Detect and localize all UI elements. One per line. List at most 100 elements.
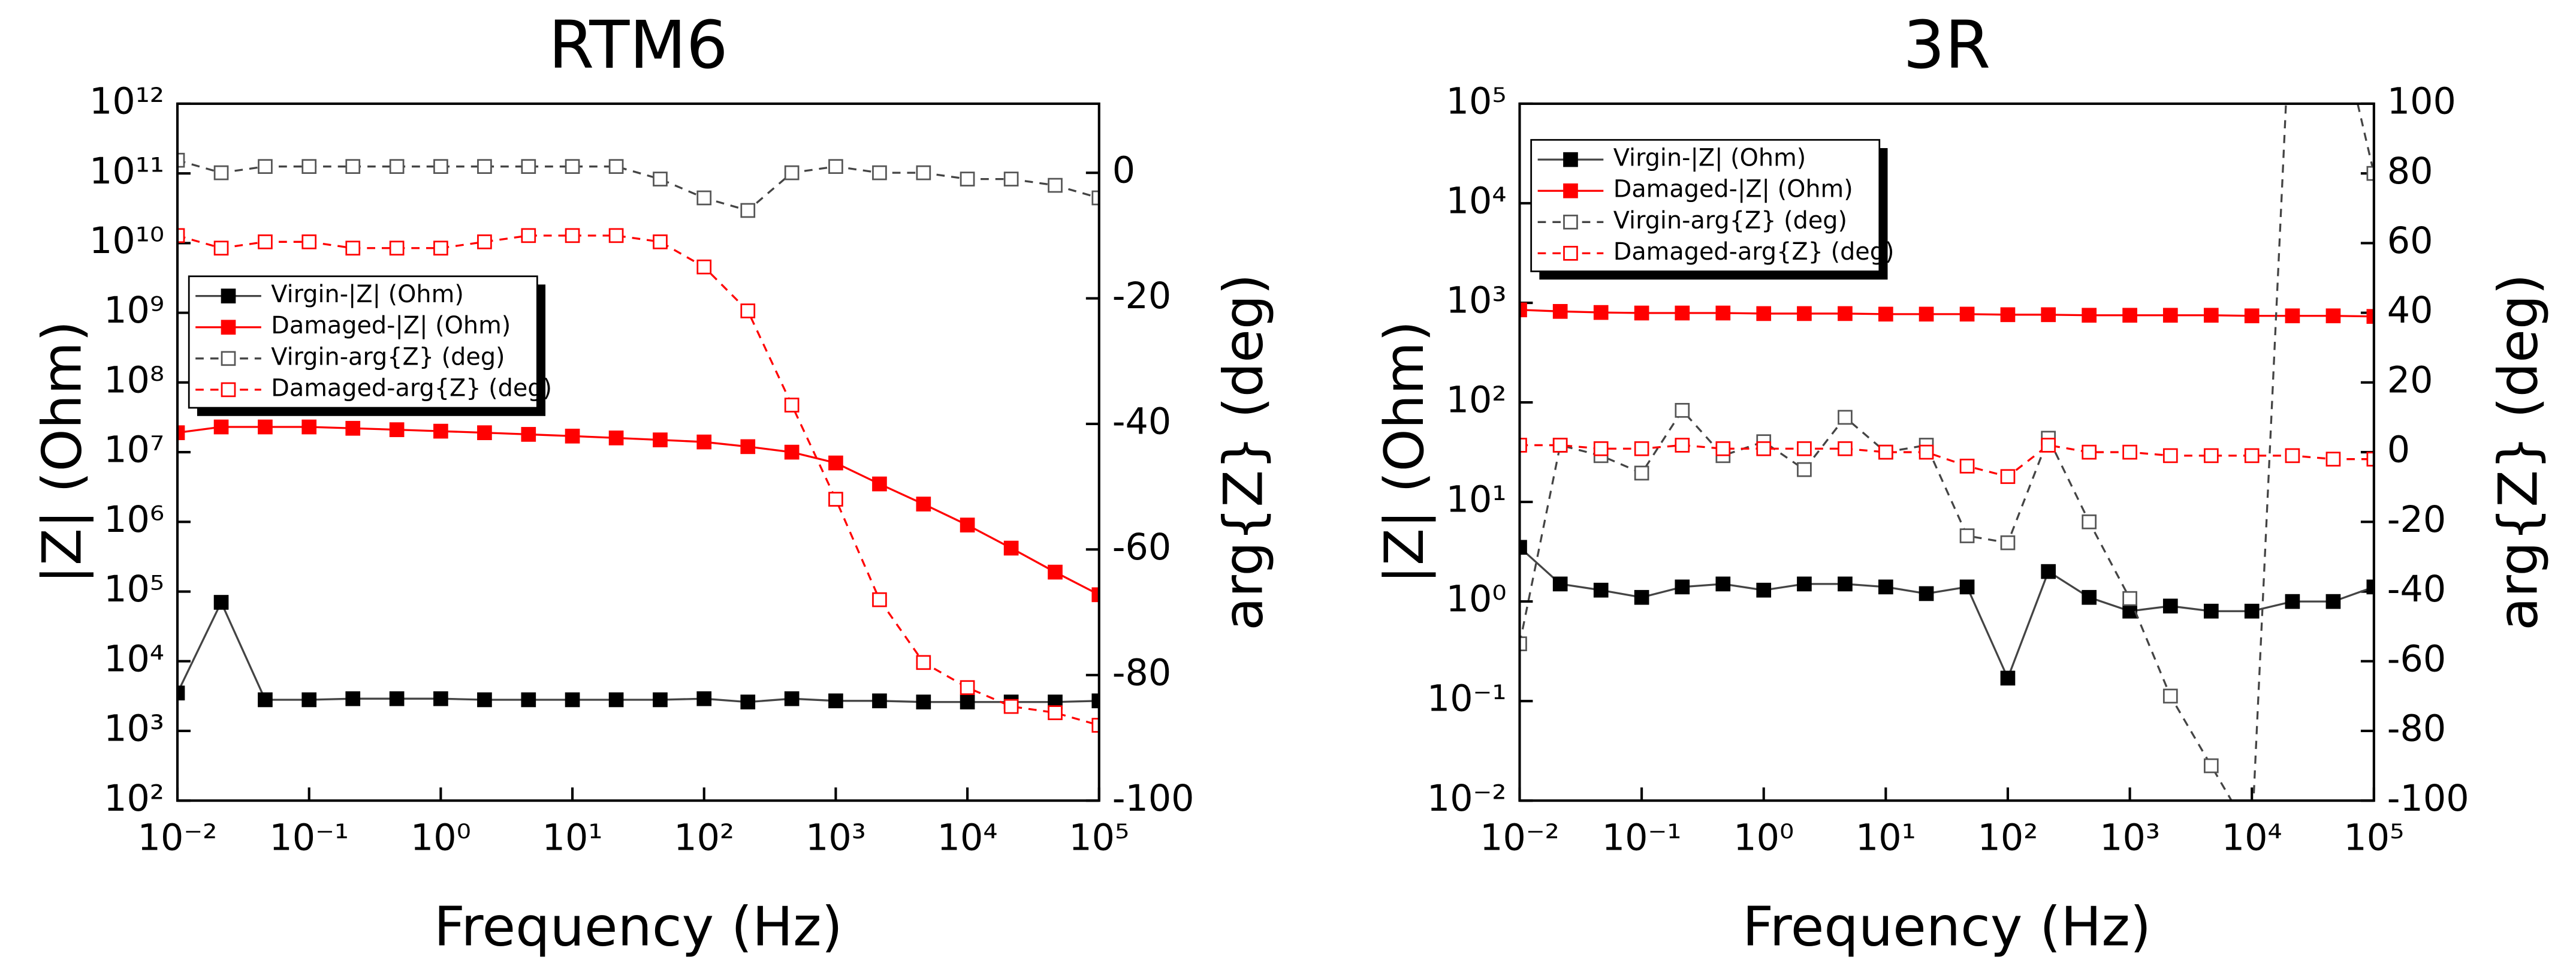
y2-tick-label: 80 — [2387, 151, 2433, 192]
marker — [872, 693, 887, 709]
marker — [1048, 705, 1063, 720]
marker — [1048, 177, 1063, 193]
marker — [2244, 308, 2260, 324]
marker — [1797, 441, 1812, 456]
marker — [2000, 469, 2016, 485]
legend-marker — [221, 288, 236, 303]
marker — [1797, 462, 1812, 477]
marker — [960, 171, 975, 186]
y-tick-label: 10¹ — [1446, 479, 1507, 521]
marker — [2285, 448, 2300, 464]
marker — [872, 476, 887, 492]
marker — [1715, 441, 1731, 456]
marker — [1519, 540, 1527, 555]
legend-marker — [221, 382, 236, 398]
plot-area — [177, 152, 1099, 733]
series-line — [177, 426, 1099, 596]
marker — [1919, 306, 1934, 322]
y2-tick-label: 100 — [2387, 81, 2456, 123]
legend-label: Damaged-|Z| (Ohm) — [271, 312, 511, 339]
chart: RTM6 Frequency (Hz) |Z| (Ohm) arg{Z} (deg) 1… — [31, 7, 1275, 959]
marker — [872, 592, 887, 607]
y-tick-label: 10⁸ — [104, 359, 164, 401]
x-tick-label: 10⁵ — [2343, 817, 2404, 859]
legend-label: Damaged-|Z| (Ohm) — [1613, 176, 1853, 203]
marker — [2082, 514, 2097, 529]
marker — [1756, 582, 1772, 598]
y2-tick-label: -60 — [2387, 638, 2446, 680]
marker — [608, 228, 624, 243]
marker — [433, 691, 448, 706]
marker — [2203, 308, 2219, 323]
marker — [2285, 308, 2300, 324]
marker — [213, 165, 229, 180]
marker — [2041, 307, 2056, 323]
marker — [608, 431, 624, 446]
marker — [2000, 535, 2016, 550]
marker — [2203, 758, 2219, 774]
marker — [608, 159, 624, 174]
marker — [2244, 448, 2260, 464]
marker — [1048, 564, 1063, 580]
marker — [258, 159, 273, 174]
x-tick-label: 10⁻² — [138, 817, 218, 859]
y2-tick-label: -40 — [2387, 568, 2446, 610]
legend-marker — [221, 351, 236, 366]
marker — [740, 439, 756, 455]
marker — [1797, 306, 1812, 321]
chart-title: 3R — [1903, 7, 1990, 83]
marker — [2082, 444, 2097, 460]
x-tick-label: 10⁰ — [1733, 817, 1794, 859]
marker — [521, 427, 536, 442]
legend-label: Virgin-arg{Z} (deg) — [1613, 207, 1847, 234]
y-tick-label: 10⁵ — [104, 568, 164, 610]
marker — [2285, 594, 2300, 609]
series-line — [1519, 309, 2374, 318]
marker — [1593, 582, 1609, 598]
marker — [784, 398, 800, 413]
marker — [521, 159, 536, 174]
marker — [345, 240, 361, 256]
y-tick-label: 10⁰ — [1446, 579, 1507, 621]
marker — [258, 692, 273, 708]
marker — [1552, 438, 1568, 453]
marker — [1003, 171, 1019, 186]
marker — [213, 419, 229, 435]
y2-tick-label: -60 — [1112, 526, 1171, 568]
x-axis-label: Frequency (Hz) — [434, 896, 843, 959]
marker — [1634, 305, 1649, 321]
y2-axis-label: arg{Z} (deg) — [2487, 273, 2550, 630]
marker — [1091, 190, 1099, 206]
y-tick-label: 10¹¹ — [89, 151, 164, 192]
marker — [2162, 598, 2178, 614]
marker — [433, 159, 448, 174]
marker — [1959, 306, 1975, 322]
marker — [213, 595, 229, 610]
marker — [1959, 579, 1975, 595]
marker — [2122, 591, 2137, 606]
marker — [1552, 303, 1568, 319]
marker — [521, 692, 536, 708]
marker — [828, 492, 843, 507]
marker — [301, 692, 317, 708]
series-line — [177, 159, 1099, 212]
y2-tick-label: 40 — [2387, 290, 2433, 332]
series-line — [1519, 444, 2374, 478]
marker — [521, 228, 536, 243]
marker — [2041, 564, 2056, 579]
y-tick-label: 10⁶ — [104, 499, 164, 541]
marker — [608, 692, 624, 708]
marker — [1634, 441, 1649, 456]
y2-tick-label: -20 — [1112, 275, 1171, 317]
legend-marker — [1563, 214, 1578, 230]
marker — [2122, 308, 2137, 323]
marker — [960, 694, 975, 710]
legend-label: Virgin-|Z| (Ohm) — [271, 281, 464, 308]
marker — [784, 444, 800, 460]
marker — [916, 165, 931, 180]
marker — [565, 428, 580, 444]
marker — [2244, 603, 2260, 619]
x-axis-label: Frequency (Hz) — [1742, 896, 2151, 959]
